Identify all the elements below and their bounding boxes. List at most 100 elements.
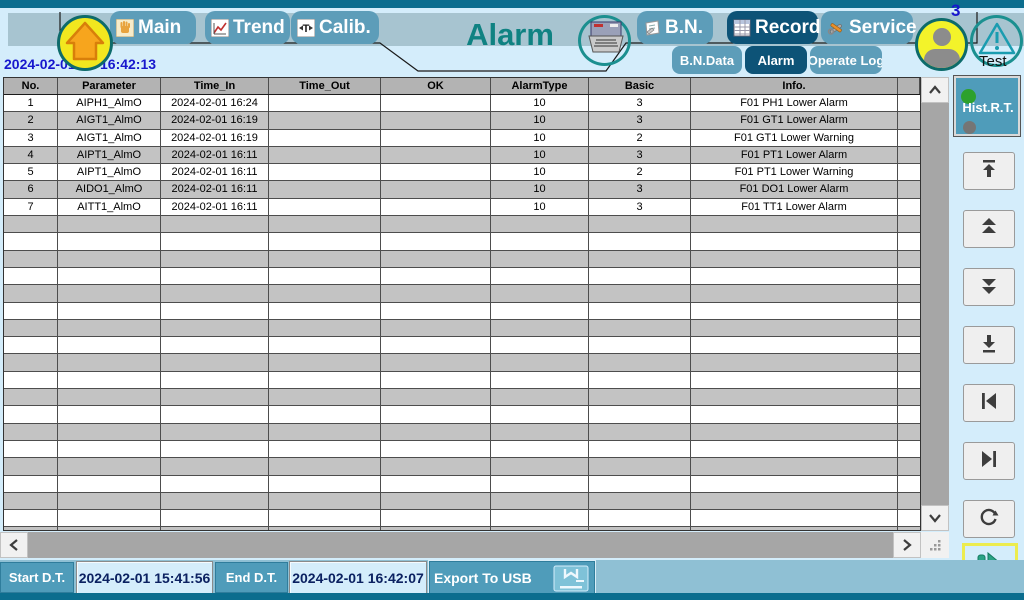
- end-datetime-value[interactable]: 2024-02-01 16:42:07: [289, 561, 427, 594]
- table-cell: [4, 337, 58, 355]
- tab-trend-label: Trend: [233, 16, 285, 38]
- table-row[interactable]: [4, 285, 920, 303]
- table-cell: [491, 440, 589, 459]
- table-row[interactable]: [4, 510, 920, 528]
- table-cell: [898, 164, 920, 182]
- printer-button[interactable]: [578, 15, 631, 66]
- horizontal-scrollbar[interactable]: [0, 532, 921, 558]
- table-cell: 5: [4, 164, 58, 182]
- table-row[interactable]: 6 AIDO1_AlmO 2024-02-01 16:11 10 3 F01 DO1 Lo…: [4, 181, 920, 199]
- subtab-operate-log-label: Operate Log: [810, 52, 882, 68]
- table-row[interactable]: 5 AIPT1_AlmO 2024-02-01 16:11 10 2 F01 PT1 Lo…: [4, 164, 920, 182]
- vertical-scrollbar[interactable]: [921, 77, 949, 531]
- table-row[interactable]: [4, 423, 920, 441]
- table-row[interactable]: 7 AITT1_AlmO 2024-02-01 16:11 10 3 F01 TT1 Lo…: [4, 198, 920, 217]
- table-cell: [898, 337, 920, 355]
- hist-rt-toggle-button[interactable]: Hist.R.T.: [953, 75, 1021, 137]
- start-datetime-value[interactable]: 2024-02-01 15:41:56: [76, 561, 213, 594]
- end-datetime-button[interactable]: End D.T.: [215, 562, 288, 593]
- table-cell: [589, 458, 691, 476]
- scrollbar-corner-grip[interactable]: [921, 532, 949, 558]
- table-row[interactable]: [4, 216, 920, 234]
- scroll-down-arrow[interactable]: [921, 505, 949, 531]
- table-row[interactable]: [4, 458, 920, 476]
- table-cell: 2024-02-01 16:11: [161, 181, 269, 199]
- table-row[interactable]: [4, 233, 920, 251]
- table-row[interactable]: [4, 527, 920, 530]
- table-cell: [58, 302, 161, 320]
- table-cell: [161, 337, 269, 355]
- tab-bn[interactable]: B.N.: [637, 11, 713, 44]
- table-row[interactable]: [4, 406, 920, 424]
- tab-record[interactable]: Record: [727, 11, 820, 44]
- scroll-left-arrow[interactable]: [0, 532, 28, 558]
- table-cell: AIGT1_AlmO: [58, 112, 161, 130]
- refresh-button[interactable]: [963, 500, 1015, 538]
- last-record-button[interactable]: [963, 442, 1015, 480]
- scroll-to-top-button[interactable]: [963, 152, 1015, 190]
- trend-chart-icon: [211, 18, 229, 37]
- table-row[interactable]: [4, 475, 920, 493]
- table-cell: [898, 147, 920, 165]
- start-datetime-button[interactable]: Start D.T.: [0, 562, 74, 593]
- table-body: 1 AIPH1_AlmO 2024-02-01 16:24 10 3 F01 PH1 Lo…: [4, 95, 920, 530]
- scroll-right-arrow[interactable]: [893, 532, 921, 558]
- table-cell: [589, 423, 691, 441]
- table-cell: [4, 371, 58, 390]
- table-row[interactable]: 4 AIPT1_AlmO 2024-02-01 16:11 10 3 F01 PT1 Lo…: [4, 146, 920, 165]
- table-cell: [589, 250, 691, 268]
- alarm-table: No. Parameter Time_In Time_Out OK AlarmType Ba…: [3, 77, 921, 531]
- first-record-button[interactable]: [963, 384, 1015, 422]
- scroll-to-bottom-icon: [977, 331, 1001, 360]
- table-cell: [898, 510, 920, 528]
- scroll-up-arrow[interactable]: [921, 77, 949, 103]
- scroll-to-bottom-button[interactable]: [963, 326, 1015, 364]
- page-down-button[interactable]: [963, 268, 1015, 306]
- table-cell: [4, 319, 58, 338]
- table-cell: [4, 285, 58, 303]
- alarm-warning-button[interactable]: [970, 15, 1023, 67]
- tab-main[interactable]: Main: [110, 11, 196, 44]
- table-row[interactable]: 1 AIPH1_AlmO 2024-02-01 16:24 10 3 F01 PH1 Lo…: [4, 95, 920, 113]
- subtab-alarm[interactable]: Alarm: [745, 46, 807, 74]
- tab-service[interactable]: Service: [821, 11, 917, 44]
- table-cell: [269, 406, 381, 424]
- table-row[interactable]: [4, 302, 920, 320]
- table-cell: [4, 389, 58, 407]
- table-cell: 3: [589, 95, 691, 113]
- page-down-icon: [977, 273, 1001, 302]
- historical-indicator-icon: [961, 89, 976, 104]
- subtab-bn-data[interactable]: B.N.Data: [672, 46, 742, 74]
- table-cell: [161, 389, 269, 407]
- table-cell: [898, 372, 920, 390]
- user-avatar-button[interactable]: [915, 18, 968, 71]
- tab-trend[interactable]: Trend: [205, 11, 290, 44]
- tab-service-label: Service: [849, 16, 917, 38]
- subtab-operate-log[interactable]: Operate Log: [810, 46, 882, 74]
- page-up-button[interactable]: [963, 210, 1015, 248]
- table-cell: [4, 233, 58, 251]
- export-to-usb-button[interactable]: Export To USB: [429, 561, 595, 594]
- subtab-alarm-label: Alarm: [757, 52, 795, 68]
- table-row[interactable]: 2 AIGT1_AlmO 2024-02-01 16:19 10 3 F01 GT1 Lo…: [4, 112, 920, 130]
- table-cell: [691, 492, 898, 511]
- table-row[interactable]: [4, 250, 920, 268]
- table-cell: AITT1_AlmO: [58, 198, 161, 217]
- table-row[interactable]: [4, 371, 920, 390]
- table-row[interactable]: [4, 337, 920, 355]
- tab-calib[interactable]: T Calib.: [291, 11, 379, 44]
- table-row[interactable]: [4, 440, 920, 459]
- home-button[interactable]: [57, 15, 113, 71]
- table-row[interactable]: 3 AIGT1_AlmO 2024-02-01 16:19 10 2 F01 GT1 Lo…: [4, 129, 920, 147]
- table-cell: F01 GT1 Lower Warning: [691, 129, 898, 147]
- top-strip: [0, 0, 1024, 8]
- table-cell: [4, 527, 58, 530]
- table-cell: F01 TT1 Lower Alarm: [691, 198, 898, 217]
- table-row[interactable]: [4, 319, 920, 338]
- table-row[interactable]: [4, 389, 920, 407]
- table-cell: [381, 527, 491, 530]
- table-cell: [269, 181, 381, 199]
- table-row[interactable]: [4, 492, 920, 511]
- table-row[interactable]: [4, 267, 920, 286]
- table-row[interactable]: [4, 354, 920, 372]
